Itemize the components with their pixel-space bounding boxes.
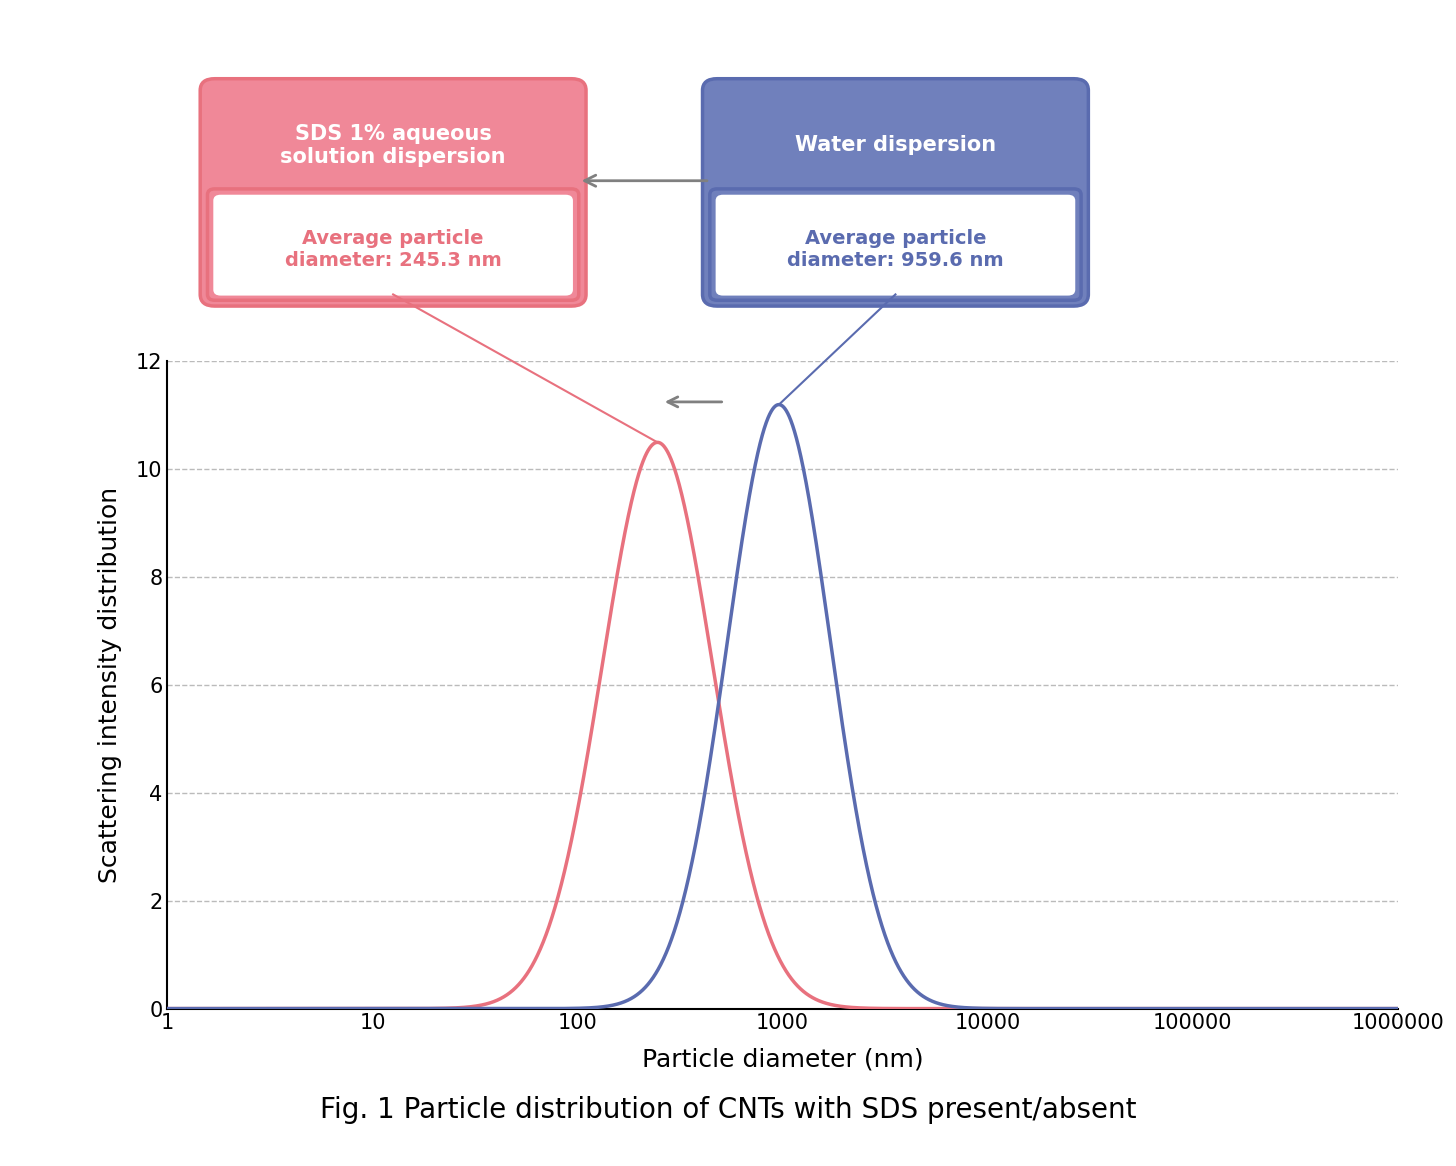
Text: SDS 1% aqueous
solution dispersion: SDS 1% aqueous solution dispersion bbox=[281, 124, 505, 167]
Text: Average particle
diameter: 959.6 nm: Average particle diameter: 959.6 nm bbox=[788, 229, 1003, 269]
Text: Water dispersion: Water dispersion bbox=[795, 135, 996, 155]
Text: Average particle
diameter: 245.3 nm: Average particle diameter: 245.3 nm bbox=[285, 229, 501, 269]
Y-axis label: Scattering intensity distribution: Scattering intensity distribution bbox=[98, 487, 122, 883]
X-axis label: Particle diameter (nm): Particle diameter (nm) bbox=[642, 1047, 923, 1072]
Text: Fig. 1 Particle distribution of CNTs with SDS present/absent: Fig. 1 Particle distribution of CNTs wit… bbox=[320, 1096, 1136, 1124]
